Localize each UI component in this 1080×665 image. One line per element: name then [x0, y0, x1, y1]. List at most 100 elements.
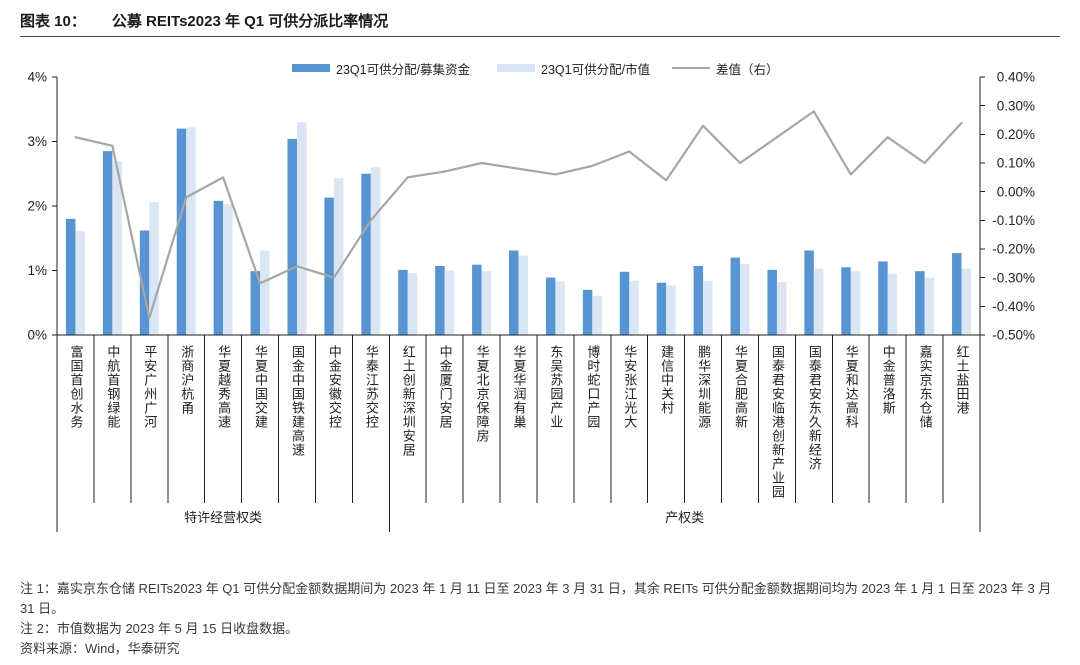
bar-series: [65, 122, 972, 336]
bar-market-value-ratio: [296, 122, 307, 336]
category-label: 中金普洛斯: [880, 345, 896, 415]
legend-item-difference: 差值（右）: [672, 60, 779, 77]
category-label: 华夏和达高科: [843, 345, 859, 429]
bar-raise-ratio: [361, 173, 371, 335]
legend-item-raise-ratio: 23Q1可供分配/募集资金: [292, 60, 471, 77]
bar-market-value-ratio: [887, 273, 898, 335]
left-axis-tick-label: 1%: [27, 263, 47, 278]
left-axis-tick-label: 2%: [27, 199, 47, 214]
legend-label-market-value-ratio: 23Q1可供分配/市值: [541, 62, 651, 77]
bar-raise-ratio: [952, 253, 962, 335]
source-line: 资料来源：Wind，华泰研究: [20, 641, 180, 656]
category-label: 华夏北京保障房: [474, 345, 490, 443]
category-label: 华夏越秀高速: [216, 345, 232, 429]
category-label: 鹏华深圳能源: [696, 345, 712, 429]
bar-market-value-ratio: [481, 271, 492, 335]
bar-market-value-ratio: [149, 202, 159, 335]
bar-market-value-ratio: [407, 273, 418, 335]
category-label: 中金安徽交控: [326, 345, 342, 429]
chart-axes: 0% 1% 2% 3% 4% -0.50% -0.40% -0.30% -0.20% -0.10%…: [27, 70, 1035, 532]
left-axis-tick-label: 0%: [27, 328, 47, 343]
category-label: 华泰江苏交控: [363, 345, 379, 429]
bar-market-value-ratio: [555, 281, 565, 335]
bar-raise-ratio: [656, 282, 667, 335]
bar-market-value-ratio: [592, 295, 602, 335]
right-axis-tick-label: 0.20%: [997, 127, 1035, 142]
category-label: 国金中国铁建高速: [289, 345, 305, 457]
bar-market-value-ratio: [333, 178, 344, 335]
right-axis-tick-label: -0.30%: [992, 270, 1035, 285]
bar-raise-ratio: [324, 197, 334, 335]
bar-raise-ratio: [730, 257, 741, 335]
bar-market-value-ratio: [444, 270, 455, 335]
category-group-label: 产权类: [665, 510, 705, 525]
combo-bar-line-chart: 0% 1% 2% 3% 4% -0.50% -0.40% -0.30% -0.20% -0.10%…: [27, 70, 1035, 532]
right-axis-tick-label: 0.30%: [997, 98, 1035, 113]
figure-title: 图表 10： 公募 REITs2023 年 Q1 可供分派比率情况: [20, 12, 388, 32]
category-label: 嘉实京东仓储: [917, 345, 933, 429]
bar-raise-ratio: [398, 269, 408, 335]
bar-raise-ratio: [767, 269, 777, 335]
bar-market-value-ratio: [112, 161, 122, 335]
right-axis-tick-label: 0.00%: [997, 184, 1035, 199]
category-label: 红土创新深圳安居: [400, 345, 416, 457]
bar-market-value-ratio: [666, 285, 676, 335]
category-label: 国泰君安东久新经济: [806, 345, 822, 471]
category-label: 华夏合肥高新: [733, 345, 749, 429]
bar-market-value-ratio: [75, 231, 85, 335]
bar-market-value-ratio: [924, 277, 935, 335]
right-axis-tick-label: -0.50%: [992, 328, 1035, 343]
category-label: 浙商沪杭甬: [179, 345, 195, 415]
legend-swatch-raise-ratio: [292, 64, 330, 72]
category-label: 建信中关村: [659, 345, 675, 415]
bar-market-value-ratio: [813, 268, 824, 335]
right-axis-tick-label: -0.20%: [992, 242, 1035, 257]
bar-market-value-ratio: [223, 204, 233, 335]
category-label: 中航首钢绿能: [105, 345, 121, 429]
left-axis-tick-label: 4%: [27, 70, 47, 85]
title-divider: [20, 36, 1060, 37]
bar-raise-ratio: [582, 289, 593, 335]
category-label: 华安张江光大: [622, 345, 638, 429]
difference-line: [74, 110, 963, 319]
bar-raise-ratio: [435, 265, 445, 335]
bar-raise-ratio: [693, 265, 704, 335]
bar-market-value-ratio: [518, 255, 528, 335]
bar-market-value-ratio: [740, 264, 750, 335]
figure-number: 图表 10：: [20, 13, 86, 30]
bar-raise-ratio: [250, 271, 261, 335]
right-axis-tick-label: -0.40%: [992, 299, 1035, 314]
bar-raise-ratio: [915, 271, 925, 335]
bar-raise-ratio: [545, 277, 556, 335]
legend-label-raise-ratio: 23Q1可供分配/募集资金: [336, 62, 471, 77]
bar-raise-ratio: [287, 138, 297, 335]
bar-market-value-ratio: [961, 268, 972, 335]
bar-market-value-ratio: [260, 250, 270, 335]
legend-label-difference: 差值（右）: [716, 62, 779, 77]
category-label: 中金厦门安居: [437, 345, 453, 429]
bar-raise-ratio: [878, 261, 888, 335]
bar-raise-ratio: [176, 128, 187, 335]
category-label: 华夏中国交建: [253, 345, 269, 429]
right-axis-tick-label: 0.40%: [997, 70, 1035, 85]
category-group-label: 特许经营权类: [184, 510, 263, 525]
figure-notes: 注 1：嘉实京东仓储 REITs2023 年 Q1 可供分配金额数据期间为 20…: [20, 579, 1060, 659]
bar-market-value-ratio: [629, 280, 639, 335]
bar-raise-ratio: [472, 264, 482, 335]
right-axis-tick-label: -0.10%: [992, 213, 1035, 228]
bar-raise-ratio: [509, 250, 519, 335]
note-1: 注 1：嘉实京东仓储 REITs2023 年 Q1 可供分配金额数据期间为 20…: [20, 581, 1052, 616]
category-label: 红土盐田港: [954, 345, 970, 415]
bar-market-value-ratio: [370, 167, 381, 335]
category-label: 东吴苏园产业: [548, 345, 564, 429]
bar-raise-ratio: [804, 250, 814, 335]
bar-raise-ratio: [619, 271, 630, 335]
legend-swatch-market-value-ratio: [497, 64, 535, 72]
category-label: 华夏华润有巢: [511, 345, 527, 429]
category-label: 博时蛇口产园: [585, 345, 601, 429]
bar-market-value-ratio: [186, 127, 196, 335]
legend-item-market-value-ratio: 23Q1可供分配/市值: [497, 60, 651, 77]
category-label: 国泰君安临港创新产业园: [769, 345, 785, 499]
category-label: 平安广州广河: [142, 345, 158, 429]
